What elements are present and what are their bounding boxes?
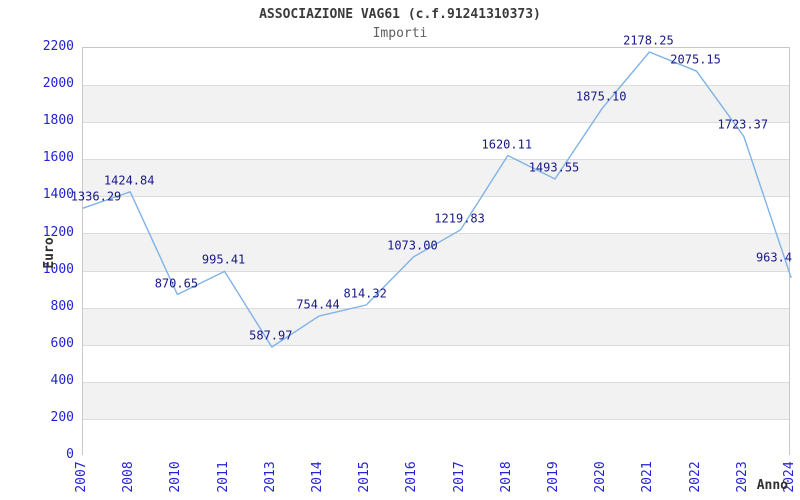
data-point-label: 995.41	[201, 252, 246, 267]
x-axis-tick-label: 2020	[593, 461, 609, 493]
x-axis-tick-label: 2008	[121, 461, 137, 493]
data-point-label: 2178.25	[623, 33, 674, 48]
x-axis-tick-label: 2017	[451, 461, 467, 493]
gridline	[83, 85, 789, 87]
data-point-label: 814.32	[343, 286, 387, 301]
x-axis-tick-label: 2021	[640, 461, 656, 493]
data-point-label: 1875.10	[575, 89, 627, 104]
y-axis-tick-label: 1400	[42, 187, 74, 203]
x-axis-title: Anno	[756, 478, 788, 493]
y-axis-tick-label: 0	[66, 447, 74, 462]
gridline	[83, 122, 789, 124]
y-axis-tick-label: 800	[50, 298, 74, 314]
data-point-label: 1723.37	[717, 117, 769, 132]
plot-band	[83, 48, 789, 86]
gridline	[83, 270, 789, 272]
y-axis-tick-label: 400	[50, 372, 74, 388]
data-point-label: 870.65	[154, 276, 199, 290]
y-axis-title: Euro	[42, 237, 57, 269]
data-point-label: 1336.29	[70, 189, 122, 204]
plot-area	[82, 47, 792, 456]
y-axis-tick-label: 1200	[42, 224, 74, 240]
x-axis-tick-label: 2023	[734, 461, 750, 493]
gridline	[83, 307, 789, 309]
chart-title: ASSOCIAZIONE VAG61 (c.f.91241310373)	[259, 7, 541, 22]
line-series	[82, 51, 792, 348]
data-point-label: 1424.84	[103, 173, 155, 188]
data-point-label: 1073.00	[387, 238, 438, 253]
data-point-label: 1620.11	[481, 137, 533, 151]
plot-band	[83, 85, 789, 123]
y-axis-tick-label: 1600	[42, 150, 74, 166]
gridline	[83, 196, 789, 198]
x-axis-tick-label: 2014	[310, 461, 325, 493]
gridline	[83, 344, 789, 346]
plot-band	[83, 344, 789, 382]
x-axis-tick-label: 2019	[546, 461, 561, 493]
gridline	[83, 418, 789, 420]
x-axis-tick-label: 2011	[215, 461, 231, 493]
plot-band	[83, 122, 789, 160]
gridline	[83, 233, 789, 235]
y-axis-tick-label: 200	[50, 409, 74, 425]
data-point-label: 1493.55	[528, 160, 580, 175]
x-axis-tick-label: 2015	[357, 461, 373, 493]
x-axis-tick-label: 2013	[262, 461, 278, 493]
chart-subtitle: Importi	[372, 26, 428, 41]
data-point-label: 2075.15	[670, 52, 721, 67]
line-series-path	[82, 51, 792, 348]
gridline	[83, 381, 789, 383]
data-point-label: 963.4	[755, 250, 793, 265]
plot-band	[83, 307, 789, 345]
x-axis-tick-label: 2022	[687, 461, 703, 493]
y-axis-tick-label: 1800	[42, 113, 74, 129]
data-point-label: 587.97	[249, 328, 293, 343]
y-axis-tick-label: 2000	[42, 76, 74, 92]
plot-band	[83, 159, 789, 197]
plot-band	[83, 270, 789, 308]
y-axis-tick-label: 600	[50, 335, 74, 351]
y-axis-tick-label: 2200	[42, 39, 74, 54]
x-axis-tick-label: 2007	[74, 461, 89, 493]
gridline	[83, 159, 789, 161]
data-point-label: 1219.83	[434, 211, 485, 226]
plot-band	[83, 418, 789, 456]
plot-band	[83, 196, 789, 234]
y-axis-tick-label: 1000	[42, 261, 74, 277]
plot-band	[83, 381, 789, 419]
x-axis-tick-label: 2016	[404, 461, 420, 493]
plot-band	[83, 233, 789, 271]
x-axis-tick-label: 2018	[498, 461, 514, 493]
data-point-label: 754.44	[296, 297, 340, 312]
x-axis-tick-label: 2010	[168, 461, 184, 493]
